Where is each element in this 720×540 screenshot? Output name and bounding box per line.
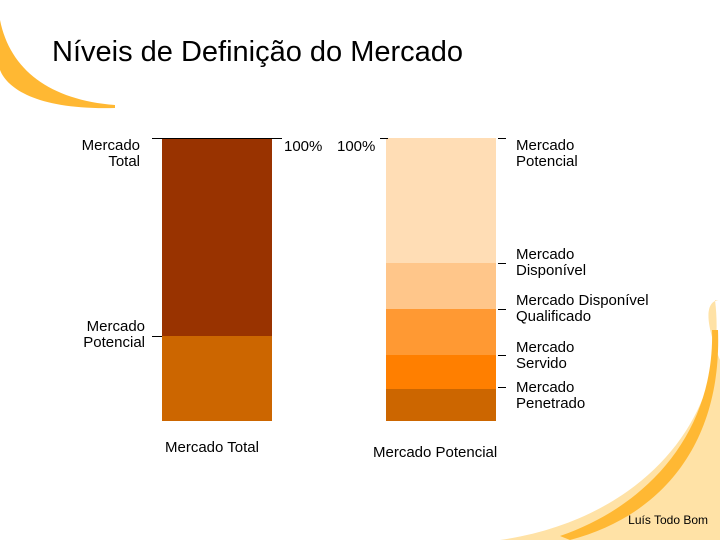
right-tick-2 — [498, 263, 506, 264]
right-top-line — [380, 138, 388, 139]
right-label-1: Mercado Potencial — [516, 137, 578, 170]
right-segment-4 — [386, 355, 496, 389]
right-tick-4 — [498, 355, 506, 356]
right-tick-3 — [498, 309, 506, 310]
right-label-2: Mercado Disponível — [516, 246, 587, 279]
slide-title: Níveis de Definição do Mercado — [52, 36, 464, 68]
right-caption: Mercado Potencial — [373, 444, 498, 461]
left-pct-label: 100% — [284, 138, 323, 155]
right-segment-1 — [386, 138, 496, 263]
left-mid-label: Mercado Potencial — [83, 318, 145, 351]
left-segment-1 — [162, 138, 272, 336]
right-tick-1 — [498, 138, 506, 139]
right-segment-2 — [386, 263, 496, 309]
right-segment-3 — [386, 309, 496, 355]
left-segment-2 — [162, 336, 272, 421]
corner-swoosh-bottom-right — [500, 300, 720, 540]
footer-author: Luís Todo Bom — [628, 513, 708, 527]
left-top-line — [152, 138, 282, 139]
left-mid-tick — [152, 336, 162, 337]
right-label-3: Mercado Disponível Qualificado — [516, 292, 649, 325]
right-label-4: Mercado Servido — [516, 339, 575, 372]
right-label-5: Mercado Penetrado — [516, 379, 586, 412]
left-top-label: Mercado Total — [81, 137, 140, 170]
right-tick-5 — [498, 387, 506, 388]
right-segment-5 — [386, 389, 496, 421]
right-pct-label: 100% — [337, 138, 376, 155]
left-caption: Mercado Total — [165, 439, 259, 456]
